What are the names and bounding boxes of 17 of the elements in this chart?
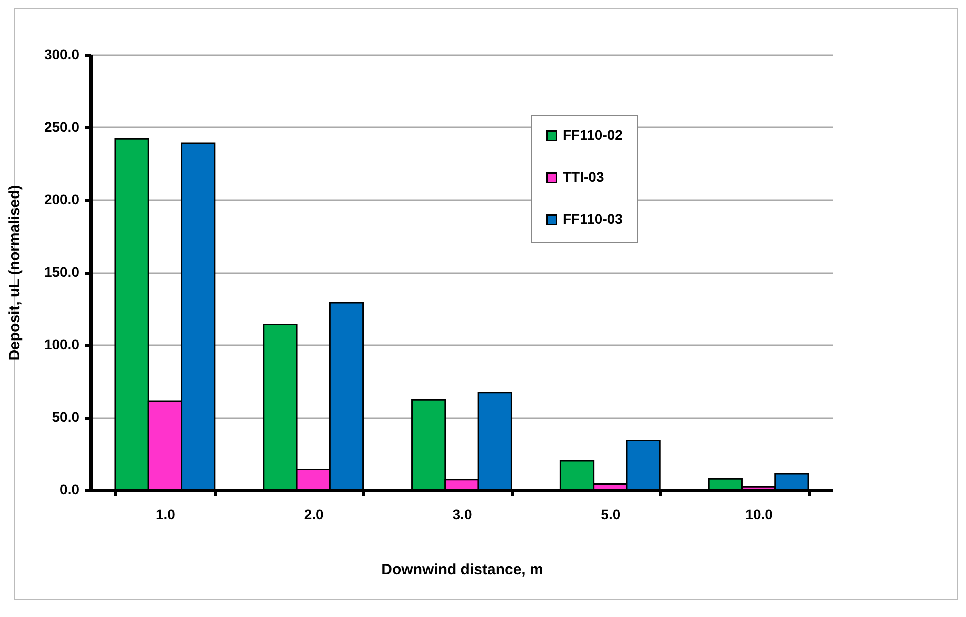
y-tick-label: 150.0: [44, 264, 80, 280]
x-tick-label: 2.0: [304, 506, 324, 522]
legend-label: FF110-03: [563, 211, 624, 227]
y-tick-label: 50.0: [52, 409, 80, 425]
y-tick-label: 250.0: [44, 119, 80, 135]
y-tick-label: 100.0: [44, 336, 80, 352]
legend-label: FF110-02: [563, 127, 624, 143]
x-tick-label: 1.0: [156, 506, 176, 522]
y-axis-title: Deposit, uL (normalised): [6, 185, 24, 361]
y-tick-label: 300.0: [44, 46, 80, 62]
x-tick-label: 10.0: [746, 506, 774, 522]
x-tick-label: 3.0: [452, 506, 472, 522]
legend-label: TTI-03: [563, 169, 604, 185]
x-axis-title: Downwind distance, m: [382, 562, 544, 578]
y-tick-label: 200.0: [44, 192, 80, 208]
x-tick-label: 5.0: [601, 506, 621, 522]
y-tick-label: 0.0: [60, 482, 80, 498]
